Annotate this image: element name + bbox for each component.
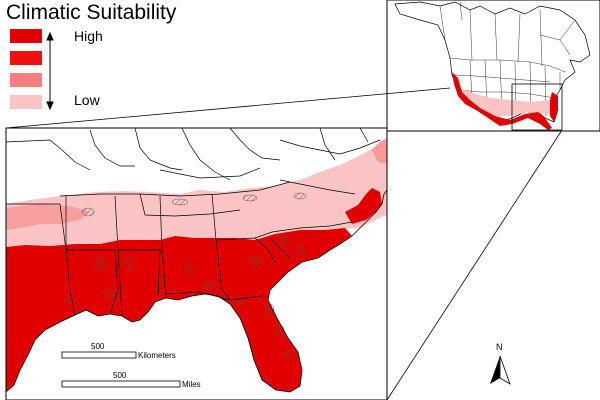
legend-title: Climatic Suitability xyxy=(6,1,177,24)
scalebar-mi-value: 500 xyxy=(113,371,127,380)
legend-range-arrow xyxy=(46,31,54,111)
main-map-frame xyxy=(5,127,388,400)
inset-map-frame xyxy=(386,0,600,132)
scalebar-km-value: 500 xyxy=(91,342,105,351)
scalebar-mi xyxy=(61,380,181,388)
legend-swatch-4 xyxy=(10,95,42,109)
north-arrow-icon xyxy=(490,355,511,385)
hatched-areas xyxy=(65,192,307,361)
scalebar-mi-unit: Miles xyxy=(182,380,201,389)
scalebar-km xyxy=(61,351,137,359)
nc-coast-high-zone xyxy=(345,188,382,224)
legend-swatch-1 xyxy=(10,29,42,43)
inset-connector-lines xyxy=(5,87,563,400)
inset-extent-box xyxy=(511,83,563,131)
state-borders xyxy=(6,128,381,317)
legend-swatches xyxy=(10,29,42,109)
legend-swatch-3 xyxy=(10,73,42,87)
inset-map xyxy=(387,0,600,131)
legend-swatch-2 xyxy=(10,51,42,65)
north-label: N xyxy=(496,342,503,352)
main-map xyxy=(6,128,387,400)
inset-high-zone xyxy=(452,72,552,130)
high-suitability-zone xyxy=(6,228,352,392)
low-suitability-zone xyxy=(6,138,387,247)
legend-high-label: High xyxy=(74,28,103,44)
medium-low-zone xyxy=(6,204,90,230)
scalebar-km-unit: Kilometers xyxy=(138,351,176,360)
legend-low-label: Low xyxy=(74,92,100,108)
coastline xyxy=(6,189,387,393)
